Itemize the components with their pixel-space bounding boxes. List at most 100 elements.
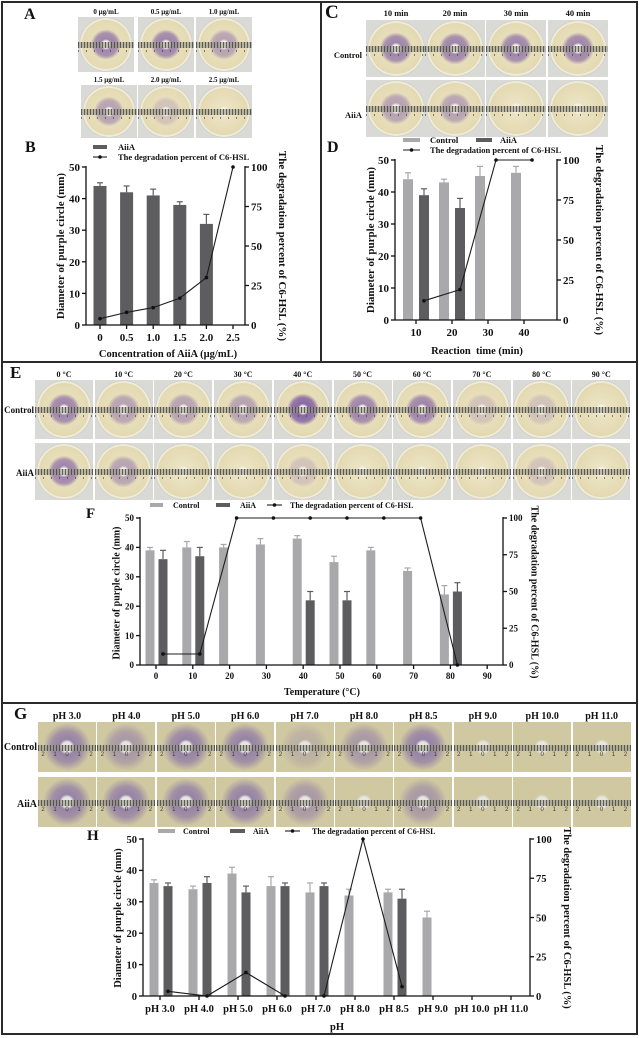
degradation-point — [98, 316, 102, 321]
column-header: pH 6.0 — [231, 711, 260, 722]
column-header: pH 8.0 — [349, 711, 379, 722]
panel-letter-a: A — [24, 6, 36, 23]
plate-image — [452, 380, 511, 439]
y-axis-title: Diameter of purple circle (mm) — [113, 848, 124, 988]
plate-image: 2 1 0 1 2 — [38, 722, 96, 772]
degradation-point — [400, 984, 404, 989]
bar-control — [219, 547, 229, 665]
ruler — [425, 105, 485, 112]
ruler — [156, 744, 215, 751]
x-tick-label: 60 — [372, 671, 382, 681]
bar-control — [145, 550, 155, 665]
plate-image — [393, 443, 452, 500]
degradation-line — [423, 159, 532, 302]
plate-image: 2 1 0 1 2 — [156, 777, 215, 827]
bar-control — [403, 570, 413, 665]
bar-control — [266, 886, 276, 996]
y2-tick-label: 50 — [251, 241, 263, 253]
ruler — [425, 45, 485, 52]
legend-swatch-aiia — [216, 503, 230, 507]
column-header: pH 3.0 — [52, 711, 82, 722]
plate-label: 2.0 µg/mL — [150, 76, 182, 84]
bar-control — [292, 538, 302, 665]
legend-swatch-point — [409, 148, 414, 152]
bar-aiia — [319, 886, 329, 996]
ruler — [216, 799, 275, 806]
x-tick-label: 10 — [411, 327, 423, 339]
ruler — [453, 744, 512, 751]
column-header: 80 °C — [532, 370, 552, 379]
ruler-scale: 2 1 0 1 2 — [338, 751, 390, 758]
x-tick-label: pH 8.5 — [379, 1004, 409, 1015]
legend-label: AiiA — [253, 827, 269, 836]
plate-image — [154, 443, 213, 500]
y-tick-label: 20 — [125, 601, 135, 611]
ruler — [366, 45, 426, 52]
plate-image: 2 1 0 1 2 — [335, 722, 393, 772]
chart-d: 0 10 20 30 40 50 0 25 50 75 100 10 20 30 40 Reaction ti… — [365, 135, 605, 357]
plate-image: 2 1 0 1 2 — [97, 777, 156, 827]
ruler — [35, 406, 93, 413]
y2-tick-label: 100 — [509, 513, 523, 523]
bar-aiia — [419, 195, 429, 320]
y-axis-title: Diameter of purple circle (mm) — [112, 527, 123, 660]
plate-image: 2 1 0 1 2 — [335, 777, 393, 827]
plate-image — [138, 85, 194, 138]
degradation-point — [178, 296, 182, 300]
ruler-marks — [366, 113, 426, 116]
panel-letter-c: C — [325, 2, 339, 23]
y2-tick-label: 100 — [563, 155, 580, 167]
x-tick-label: pH 7.0 — [301, 1004, 331, 1015]
bar-control — [344, 895, 354, 996]
ruler — [78, 41, 134, 48]
y-tick-label: 30 — [125, 572, 135, 582]
panel-letter-f: F — [86, 506, 96, 522]
ruler-marks — [94, 476, 153, 479]
x-tick-label: pH 8.0 — [340, 1004, 370, 1015]
bar-aiia — [163, 886, 173, 996]
plate-image — [512, 443, 571, 500]
panel-divider — [320, 1, 322, 363]
plate-label: 1.5 µg/mL — [93, 76, 125, 84]
ruler-scale: 2 1 0 1 2 — [457, 806, 509, 813]
ruler-marks — [486, 53, 546, 56]
x-tick-label: 40 — [519, 327, 531, 339]
ruler — [333, 468, 392, 475]
ruler — [94, 468, 153, 475]
y2-tick-label: 50 — [563, 235, 575, 247]
panel-letter-g: G — [14, 704, 28, 723]
ruler-marks — [512, 476, 571, 479]
degradation-point — [382, 516, 386, 520]
ruler-marks — [138, 116, 194, 119]
ruler-scale: 2 1 0 1 2 — [278, 806, 331, 813]
bar-aiia — [199, 223, 213, 325]
ruler-marks — [196, 49, 252, 52]
plate-image — [196, 17, 252, 72]
ruler — [486, 105, 546, 112]
x-axis-title: Temperature (°C) — [284, 687, 360, 698]
ruler-marks — [512, 414, 571, 417]
x-axis-title: Concentration of AiiA (µg/mL) — [99, 349, 238, 360]
plate-image — [548, 20, 608, 77]
ruler — [81, 108, 137, 115]
y-tick-label: 20 — [127, 929, 138, 940]
plate-image — [425, 80, 485, 137]
plate-image: 2 1 0 1 2 — [513, 777, 572, 827]
bar-control — [366, 550, 376, 665]
x-tick-label: 30 — [483, 327, 495, 339]
degradation-point — [166, 989, 170, 994]
row-label: Control — [333, 49, 362, 60]
ruler — [512, 406, 571, 413]
plate-image: 2 1 0 1 2 — [38, 777, 96, 827]
plate-image: 2 1 0 1 2 — [275, 722, 334, 772]
degradation-point — [234, 516, 239, 520]
panel-letter-d: D — [327, 139, 339, 156]
x-tick-label: 50 — [336, 671, 346, 681]
plate-image — [333, 443, 392, 500]
plate-image: 2 1 0 1 2 — [216, 777, 275, 827]
y-tick-label: 50 — [125, 513, 135, 523]
x-tick-label: pH 5.0 — [223, 1004, 253, 1015]
x-tick-label: pH 10.0 — [454, 1004, 489, 1015]
ruler — [154, 468, 213, 475]
